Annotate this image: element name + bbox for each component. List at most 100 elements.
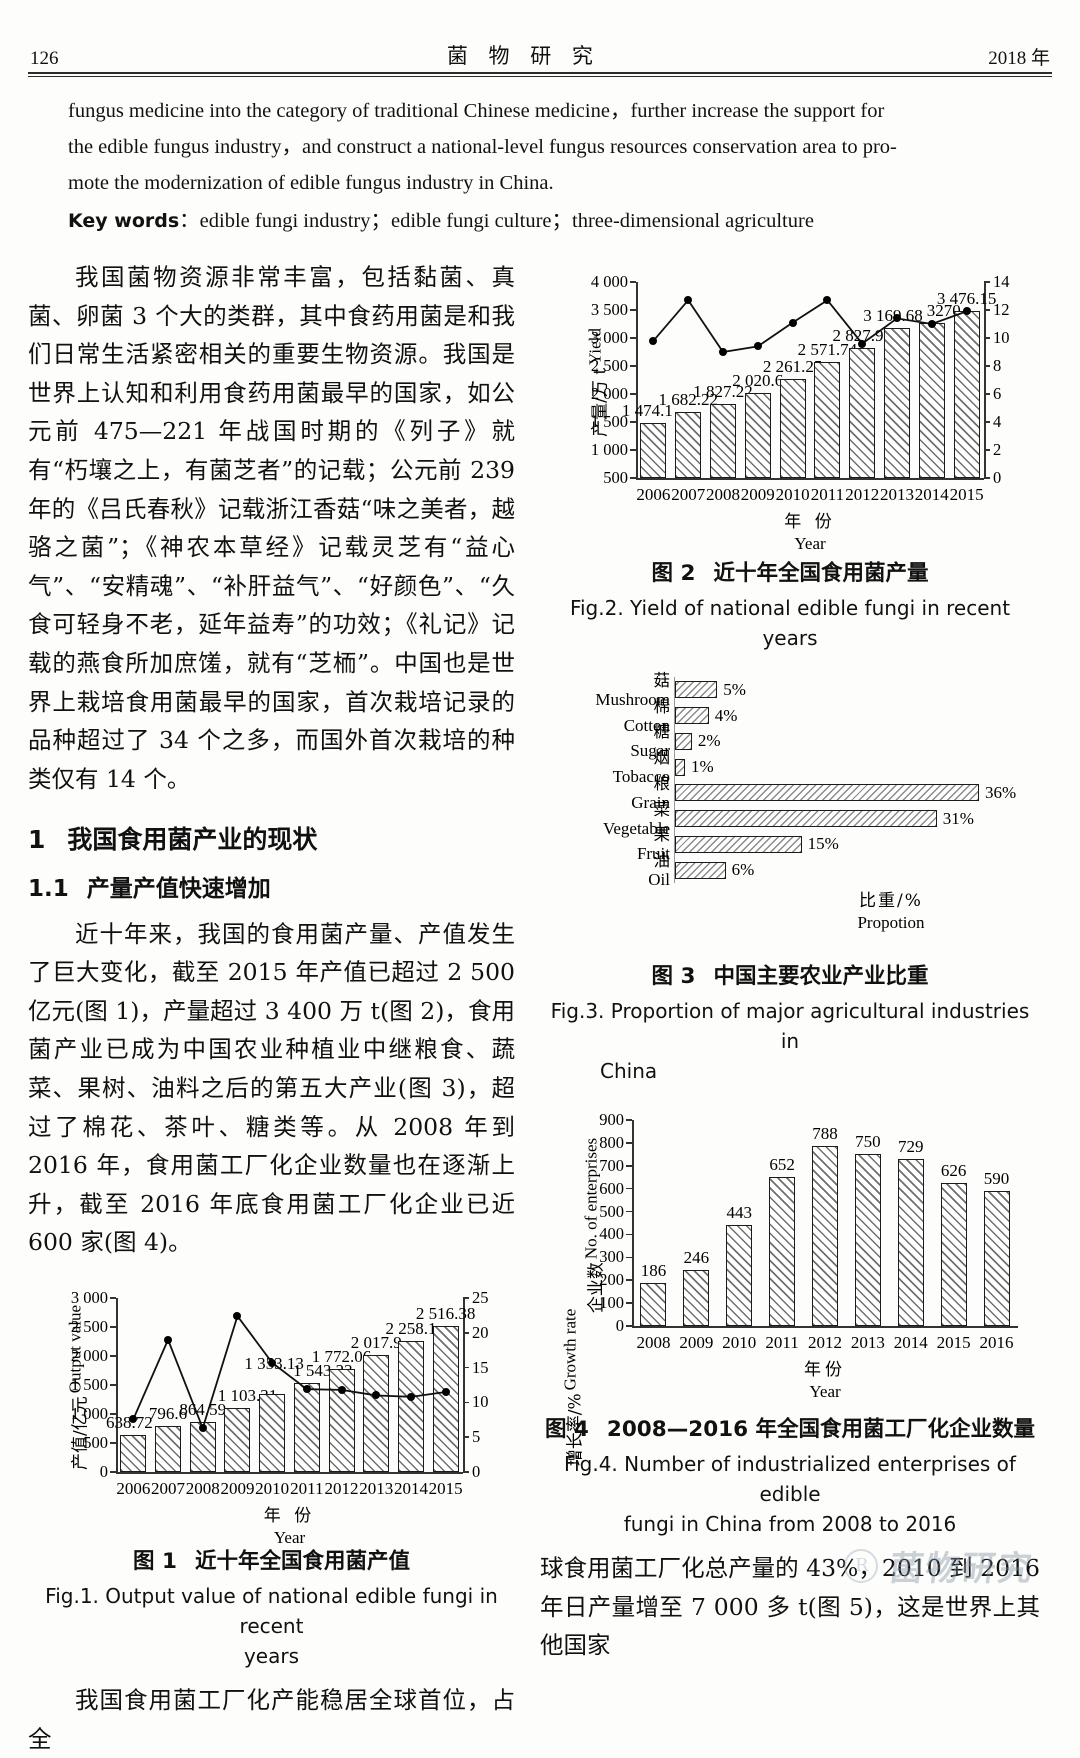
subsection-title: 产量产值快速增加 <box>86 875 271 902</box>
x-tick-label: 2015 <box>936 1333 971 1352</box>
x-axis-title: 比重/% Propotion <box>826 891 956 933</box>
hbar-category-cn: 油 <box>653 851 671 871</box>
bar <box>432 1326 459 1473</box>
hbar-value-label: 5% <box>723 679 746 699</box>
x-axis-line <box>116 1472 463 1474</box>
data-point <box>406 1392 415 1401</box>
y-tick-label: 1 500 <box>70 1375 108 1395</box>
figure-4: 0 100 200 300 400 500 600 700 800 900 186 2008 246 20… <box>540 1096 1040 1401</box>
keywords-line: Key words：edible fungi industry；edible f… <box>68 203 958 239</box>
y2-tick <box>463 1332 469 1334</box>
figure-1-chart: 0 500 1 000 1 500 2 000 2 500 3 000 0 5 10 15 20 25 6… <box>28 1276 586 1547</box>
bar-value-label: 1 827.22 <box>693 381 753 401</box>
figure-1-label: 图 1 <box>133 1549 177 1575</box>
y-axis-title-en: No. of enterprises <box>581 1137 601 1260</box>
x-axis-title-cn: 年 份 <box>263 1506 316 1527</box>
y2-tick-label: 2 <box>993 440 1002 459</box>
y2-tick-label: 10 <box>993 328 1010 347</box>
x-tick-label: 2014 <box>914 485 949 504</box>
bar <box>849 347 876 478</box>
y-tick <box>626 1119 632 1121</box>
bar-value-label: 2 516.38 <box>415 1304 476 1324</box>
hbar-value-label: 4% <box>714 705 738 725</box>
y-tick-label: 4 000 <box>590 272 628 291</box>
bar <box>769 1176 796 1326</box>
y-tick-label: 3 000 <box>590 328 628 347</box>
x-tick-label: 2008 <box>706 485 740 504</box>
bar-value-label: 788 <box>812 1123 838 1143</box>
y-tick-label: 400 <box>599 1224 624 1244</box>
y2-tick-label: 25 <box>472 1288 489 1308</box>
y-axis-title-en: Output value <box>65 1305 85 1394</box>
y2-tick <box>984 365 990 367</box>
figure-1: 0 500 1 000 1 500 2 000 2 500 3 000 0 5 10 15 20 25 6… <box>28 1276 586 1547</box>
hbar-value-label: 2% <box>697 731 721 751</box>
y2-tick-label: 4 <box>993 412 1002 431</box>
x-axis-line <box>632 1326 1018 1328</box>
bar <box>328 1369 355 1473</box>
y-axis-title: 产值/亿元 Output value <box>65 1305 91 1470</box>
figure-2-caption-en-line1: Fig.2. Yield of national edible fungi in… <box>569 596 1011 650</box>
y2-tick <box>984 421 990 423</box>
y2-tick <box>984 477 990 479</box>
y2-tick-label: 14 <box>993 272 1010 291</box>
bar <box>940 1182 967 1326</box>
y-tick <box>630 477 636 479</box>
left-paragraph-2: 近十年来，我国的食用菌产量、产值发生了巨大变化，截至 2015 年产值已超过 2… <box>28 919 515 1257</box>
keywords-value: edible fungi industry；edible fungi cultu… <box>199 210 814 232</box>
data-point <box>927 320 936 328</box>
bar <box>710 403 736 478</box>
left-column: 我国菌物资源非常丰富，包括黏菌、真菌、卵菌 3 个大的类群，其中食药用菌是和我们… <box>28 258 586 1758</box>
x-tick-label: 2013 <box>850 1333 885 1352</box>
y2-tick <box>984 281 990 283</box>
bar <box>397 1341 424 1473</box>
figure-3: 5% 菇 Mushroom 4% 棉 Cotton 2% 糖 Sugar 1% 烟 Tobacco 36… <box>540 663 1040 943</box>
figure-2-label: 图 2 <box>651 561 696 586</box>
y-tick <box>626 1142 632 1144</box>
y-tick <box>630 309 636 311</box>
figure-2-chart: 500 1 000 1 500 2 000 2 500 3 000 3 500 4 000 0 2… <box>540 258 1040 553</box>
bar <box>983 1190 1010 1326</box>
data-point <box>858 339 867 348</box>
figure-3-title: 中国主要农业产业比重 <box>713 964 929 989</box>
bar-value-label: 590 <box>983 1168 1010 1188</box>
hbar-category-cn: 棉 <box>653 696 671 716</box>
figure-4-caption-cn: 图 4 2008—2016 年全国食用菌工厂化企业数量 <box>540 1412 1040 1443</box>
data-point <box>649 336 658 345</box>
hbar-value-label: 31% <box>942 808 974 828</box>
hbar-value-label: 15% <box>807 834 839 854</box>
subsection-heading-1-1: 1.1 产量产值快速增加 <box>28 875 515 905</box>
y-tick <box>630 365 636 367</box>
figure-4-chart: 0 100 200 300 400 500 600 700 800 900 186 2008 246 20… <box>540 1096 1040 1401</box>
bar <box>726 1224 753 1326</box>
hbar-category: 菇 Mushroom <box>546 671 670 709</box>
abstract-block: fungus medicine into the category of tra… <box>68 93 958 239</box>
hbar-category-en: Mushroom <box>595 689 670 709</box>
x-axis-title-cn: 年份 <box>804 1360 846 1380</box>
document-page: 126 菌 物 研 究 2018 年 fungus medicine into … <box>0 0 1080 1631</box>
hbar-category: 果 Fruit <box>546 825 670 863</box>
figure-2-title: 近十年全国食用菌产量 <box>713 561 929 586</box>
hbar <box>675 732 692 750</box>
data-point <box>372 1391 381 1400</box>
y-tick-label: 100 <box>599 1293 624 1313</box>
x-axis-title: 年份 Year <box>765 1360 885 1402</box>
header-divider <box>28 72 1052 77</box>
y-tick-label: 2 500 <box>70 1317 108 1337</box>
abstract-line-2: the edible fungus industry，and construct… <box>68 136 897 158</box>
y-tick-label: 2 000 <box>70 1346 108 1366</box>
y-tick-label: 2 500 <box>590 356 628 375</box>
data-point <box>823 296 832 305</box>
y2-tick-label: 0 <box>993 468 1002 487</box>
y2-tick-label: 6 <box>993 384 1002 403</box>
bar <box>224 1408 251 1473</box>
figure-1-title: 近十年全国食用菌产值 <box>194 1549 410 1575</box>
x-tick-label: 2012 <box>324 1479 359 1499</box>
x-tick-label: 2009 <box>679 1333 714 1352</box>
y2-tick <box>984 309 990 311</box>
data-point <box>719 348 727 356</box>
figure-1-caption-cn: 图 1 近十年全国食用菌产值 <box>28 1544 515 1575</box>
x-tick-label: 2007 <box>151 1479 186 1499</box>
section-number: 1 <box>28 825 46 855</box>
y-tick-label: 500 <box>603 468 628 487</box>
